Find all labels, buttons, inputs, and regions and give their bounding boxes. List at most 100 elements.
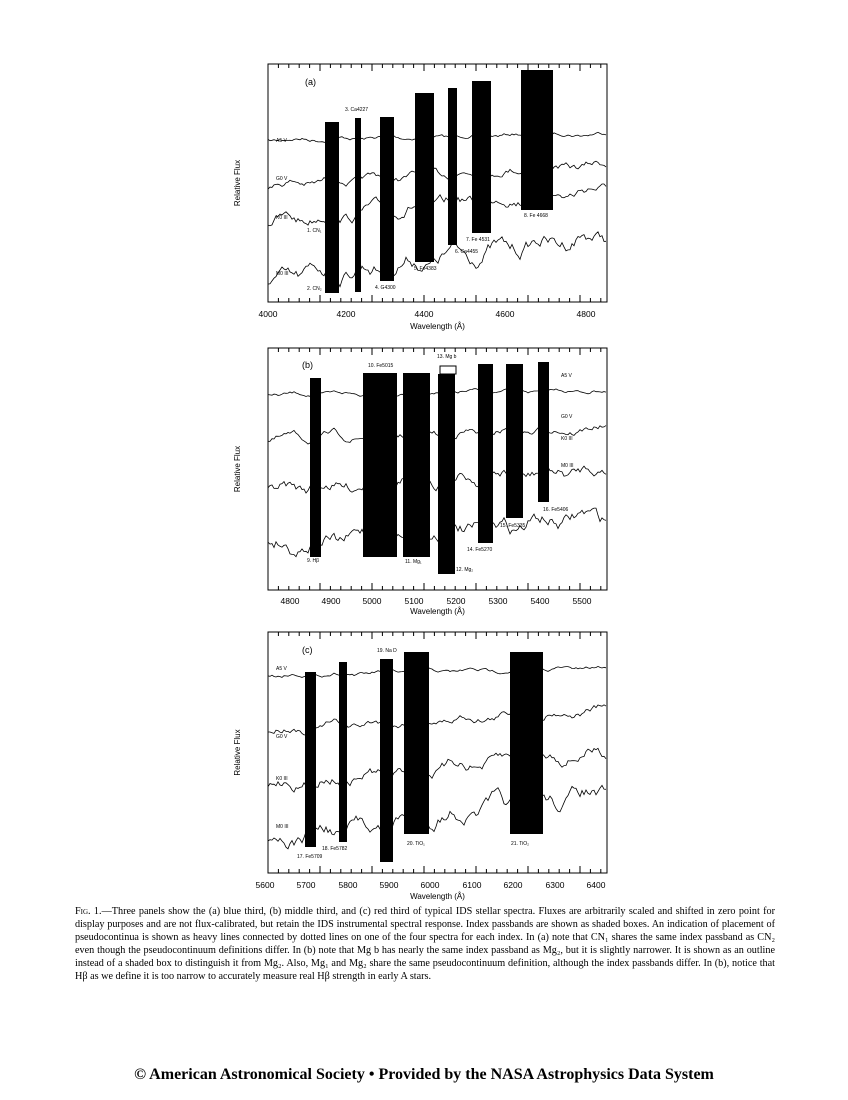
index-passband <box>506 364 523 518</box>
index-passband <box>355 118 361 292</box>
star-label: M0 III <box>561 463 574 469</box>
footer: © American Astronomical Society • Provid… <box>134 1066 714 1083</box>
index-passband <box>325 122 339 293</box>
index-passband <box>472 81 491 233</box>
index-passband <box>448 88 457 245</box>
panel-label: (b) <box>302 360 313 370</box>
index-label: 5. Fe4383 <box>414 266 437 272</box>
x-tick-label: 6400 <box>587 880 606 890</box>
x-tick-label: 6000 <box>421 880 440 890</box>
x-tick-label: 4000 <box>259 309 278 319</box>
index-label: 2. CN₂ <box>307 286 322 292</box>
spectrum <box>267 784 607 850</box>
star-label: G0 V <box>276 734 288 740</box>
x-tick-label: 5400 <box>531 596 550 606</box>
x-tick-label: 5000 <box>363 596 382 606</box>
spectrum <box>267 507 607 558</box>
index-passband <box>404 652 429 834</box>
index-passband <box>403 373 430 557</box>
spectrum <box>267 747 607 793</box>
index-passband <box>305 672 316 847</box>
x-tick-label: 4800 <box>577 309 596 319</box>
index-label: 14. Fe5270 <box>467 547 493 553</box>
index-passband <box>380 659 393 862</box>
star-label: A5 V <box>561 373 573 379</box>
star-label: G0 V <box>561 414 573 420</box>
star-label: G0 V <box>276 176 288 182</box>
index-label: 15. Fe5335 <box>500 523 526 529</box>
caption-text: —Three panels show the (a) blue third, (… <box>75 906 775 982</box>
index-passband <box>478 364 493 543</box>
spectrum <box>267 665 607 678</box>
index-label: 19. Na D <box>377 648 397 654</box>
x-axis-label: Wavelength (Å) <box>410 892 465 901</box>
panel-label: (c) <box>302 645 313 655</box>
x-tick-label: 5600 <box>256 880 275 890</box>
star-label: K0 III <box>276 776 288 782</box>
x-tick-label: 4400 <box>415 309 434 319</box>
index-label: 1. CN₁ <box>307 228 322 234</box>
x-axis-label: Wavelength (Å) <box>410 322 465 331</box>
index-label: 18. Fe5782 <box>322 846 348 852</box>
index-label: 4. G4300 <box>375 285 396 291</box>
x-tick-label: 5700 <box>297 880 316 890</box>
panel-frame <box>267 631 608 874</box>
index-label: 21. TiO₂ <box>511 841 529 847</box>
y-axis-label: Relative Flux <box>233 446 242 492</box>
spectrum <box>267 465 607 494</box>
x-tick-label: 4600 <box>496 309 515 319</box>
star-label: A5 V <box>276 138 288 144</box>
caption-label: Fig. 1. <box>75 906 102 917</box>
x-tick-label: 6200 <box>504 880 523 890</box>
star-label: M0 III <box>276 824 289 830</box>
spectrum <box>267 183 607 227</box>
x-tick-label: 5100 <box>405 596 424 606</box>
x-tick-label: 4800 <box>281 596 300 606</box>
x-tick-label: 5300 <box>489 596 508 606</box>
index-outline <box>439 365 457 375</box>
index-passband <box>521 70 553 210</box>
x-tick-label: 4200 <box>337 309 356 319</box>
spectrum <box>267 231 607 288</box>
index-passband <box>415 93 434 262</box>
index-label: 7. Fe 4531 <box>466 237 490 243</box>
panel-frame <box>267 347 608 591</box>
spectrum <box>267 387 607 398</box>
index-label: 17. Fe5709 <box>297 854 323 860</box>
spectrum <box>267 160 607 190</box>
index-label: 9. Hβ <box>307 558 319 564</box>
star-label: M0 III <box>276 271 289 277</box>
index-label: 6. Ca4455 <box>455 249 478 255</box>
index-label: 16. Fe5406 <box>543 507 569 513</box>
index-passband <box>538 362 549 502</box>
index-label: 8. Fe 4668 <box>524 213 548 219</box>
x-tick-label: 5900 <box>380 880 399 890</box>
caption: Fig. 1.—Three panels show the (a) blue t… <box>75 905 775 983</box>
x-tick-label: 6300 <box>546 880 565 890</box>
star-label: K0 III <box>561 436 573 442</box>
index-passband <box>339 662 347 842</box>
index-label: 20. TiO₁ <box>407 841 425 847</box>
index-label: 10. Fe5015 <box>368 363 394 369</box>
x-tick-label: 6100 <box>463 880 482 890</box>
index-label: 12. Mg₂ <box>456 567 473 573</box>
index-passband <box>310 378 321 557</box>
index-label: 11. Mg₁ <box>405 559 422 565</box>
spectrum <box>267 425 607 446</box>
x-tick-label: 5500 <box>573 596 592 606</box>
x-axis-label: Wavelength (Å) <box>410 607 465 616</box>
x-tick-label: 5200 <box>447 596 466 606</box>
index-passband <box>510 652 543 834</box>
index-label: 3. Ca4227 <box>345 107 368 113</box>
panel-label: (a) <box>305 77 316 87</box>
star-label: A5 V <box>276 666 288 672</box>
y-axis-label: Relative Flux <box>233 729 242 775</box>
spectrum <box>267 131 607 144</box>
y-axis-label: Relative Flux <box>233 160 242 206</box>
star-label: K0 III <box>276 215 288 221</box>
index-passband <box>363 373 397 557</box>
x-tick-label: 4900 <box>322 596 341 606</box>
index-passband <box>438 374 455 574</box>
